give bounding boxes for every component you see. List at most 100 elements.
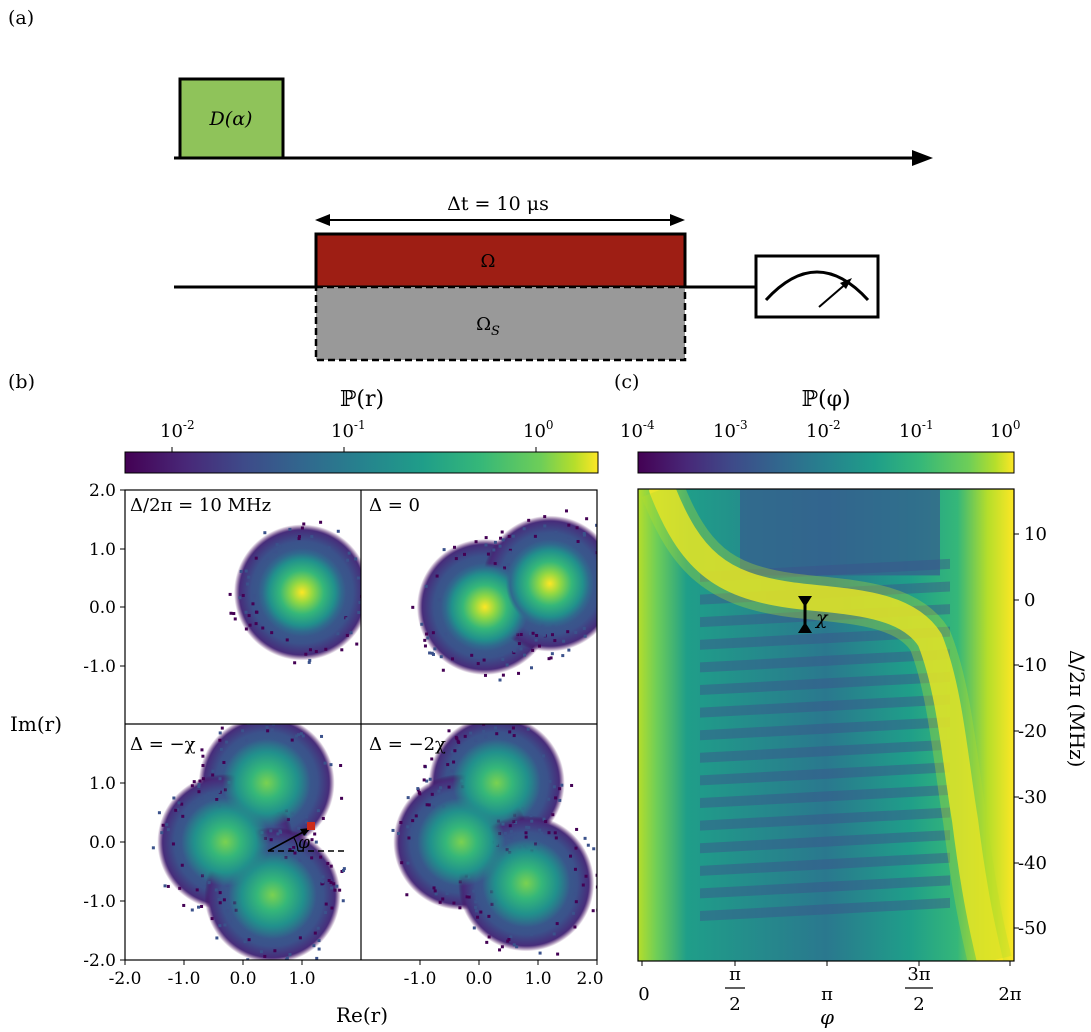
- ytick-label: -40: [1018, 853, 1047, 874]
- histogram-bin: [598, 556, 601, 559]
- xtick-label: 1.0: [524, 969, 551, 989]
- low-probability-region: [740, 489, 940, 576]
- histogram-bin: [430, 757, 434, 761]
- histogram-bin: [181, 814, 185, 818]
- histogram-bin: [517, 642, 521, 646]
- histogram-bin: [484, 536, 488, 540]
- histogram-bin: [253, 607, 257, 611]
- histogram-bin: [441, 897, 445, 901]
- histogram-bin: [217, 898, 221, 902]
- histogram-bin: [500, 653, 504, 657]
- histogram-bin: [499, 536, 503, 540]
- histogram-bin: [474, 905, 478, 909]
- histogram-bin: [512, 651, 516, 655]
- histogram-bin: [486, 552, 490, 556]
- subplot-label: Δ = −2χ: [369, 734, 446, 755]
- phase-space-histograms: [151, 509, 627, 960]
- histogram-bin: [425, 803, 429, 807]
- histogram-bin: [254, 622, 258, 626]
- histogram-bin: [501, 538, 505, 542]
- histogram-bin: [575, 827, 579, 831]
- histogram-bin: [329, 864, 333, 868]
- histogram-bin: [244, 569, 248, 573]
- xtick-label: 1.0: [288, 969, 315, 989]
- histogram-bin: [474, 738, 478, 742]
- histogram-bin: [289, 713, 292, 716]
- histogram-bin: [441, 668, 445, 672]
- histogram-bin: [549, 656, 553, 660]
- histogram-bin: [222, 898, 226, 902]
- histogram-bin: [319, 855, 323, 859]
- histogram-bin: [220, 726, 224, 730]
- histogram-bin: [197, 790, 201, 794]
- histogram-bin: [295, 734, 299, 738]
- histogram-bin: [523, 653, 527, 657]
- histogram-bin: [508, 824, 512, 828]
- histogram-bin: [298, 840, 302, 844]
- histogram-bin: [271, 724, 275, 726]
- histogram-bin: [431, 805, 435, 809]
- histogram-bin: [498, 653, 502, 657]
- histogram-bin: [425, 632, 429, 636]
- histogram-bin: [517, 671, 521, 675]
- colorbar-c-tick: 10-3: [713, 418, 748, 442]
- histogram-bin: [526, 727, 530, 731]
- histogram-bin: [454, 735, 458, 739]
- histogram-bin: [597, 906, 600, 909]
- histogram-bin: [567, 535, 571, 539]
- histogram-bin: [515, 945, 519, 949]
- histogram-bin: [435, 574, 439, 578]
- histogram-bin: [391, 828, 395, 832]
- histogram-bin: [547, 831, 551, 835]
- panel-c-xtick-labels: 0 π 2 π 3π 2 2π: [638, 964, 1022, 1015]
- histogram-bin: [501, 673, 505, 677]
- histogram-bin: [340, 648, 344, 652]
- histogram-bin: [163, 884, 167, 888]
- histogram-bin: [362, 587, 365, 590]
- histogram-bin: [566, 630, 570, 634]
- histogram-bin: [624, 582, 627, 585]
- histogram-bin: [530, 819, 534, 823]
- histogram-bin: [456, 739, 460, 743]
- histogram-bin: [157, 811, 161, 815]
- histogram-bin: [315, 956, 319, 960]
- histogram-bin: [329, 763, 333, 767]
- histogram-bin: [207, 792, 211, 796]
- histogram-bin: [299, 732, 303, 736]
- histogram-bin: [493, 562, 497, 566]
- histogram-bin: [494, 726, 498, 730]
- histogram-bin: [280, 715, 283, 718]
- histogram-bin: [519, 633, 523, 637]
- histogram-bin: [211, 773, 215, 777]
- histogram-bin: [498, 678, 502, 682]
- histogram-bin: [218, 891, 222, 895]
- histogram-bin: [424, 584, 428, 588]
- histogram-bin: [538, 951, 542, 955]
- histogram-bin: [201, 754, 205, 758]
- ytick-label: -2.0: [83, 951, 116, 971]
- histogram-bin: [447, 729, 451, 733]
- histogram-bin: [255, 610, 259, 614]
- histogram-bin: [534, 638, 538, 642]
- histogram-bin: [313, 832, 317, 836]
- histogram-bin: [500, 945, 504, 949]
- histogram-bin: [595, 523, 597, 527]
- histogram-bin: [575, 526, 579, 530]
- histogram-bin: [531, 648, 535, 652]
- histogram-bin: [423, 764, 427, 768]
- colorbar-b-tickmarks: [171, 447, 537, 452]
- histogram-bin: [573, 892, 577, 896]
- histogram-bin: [554, 836, 558, 840]
- histogram-bin: [542, 633, 546, 637]
- ytick-label: 1.0: [89, 774, 116, 794]
- ytick-label: -1.0: [83, 892, 116, 912]
- histogram-bin: [166, 828, 170, 832]
- histogram-bin: [316, 926, 320, 930]
- histogram-bin: [485, 940, 489, 944]
- ytick-label: 0.0: [89, 598, 116, 618]
- histogram-bin: [248, 623, 252, 627]
- histogram-bin: [275, 543, 279, 547]
- histogram-bin: [321, 875, 325, 879]
- histogram-bin: [269, 838, 273, 842]
- histogram-bin: [160, 831, 164, 835]
